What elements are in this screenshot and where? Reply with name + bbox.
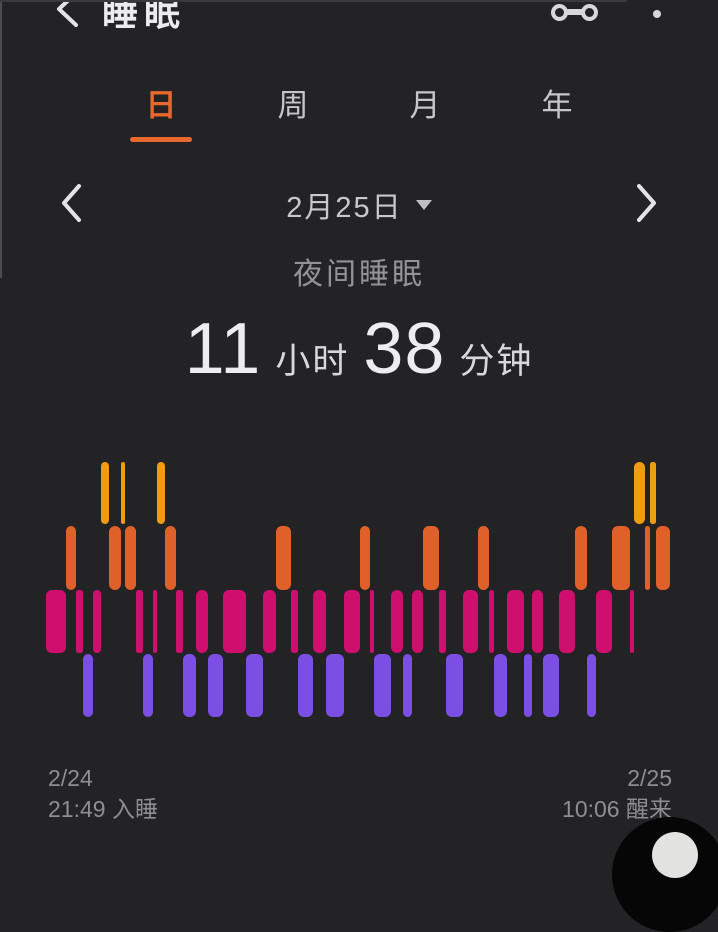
tab-month[interactable]: 月 <box>409 88 441 123</box>
sleep-segment-deep <box>403 654 412 717</box>
sleep-segment-light <box>313 590 326 653</box>
sleep-segment-deep <box>246 654 263 717</box>
sleep-segment-light <box>532 590 543 653</box>
sleep-segment-light <box>46 590 66 653</box>
sleep-segment-rem <box>360 526 370 590</box>
sleep-segment-deep <box>587 654 596 717</box>
tab-day[interactable]: 日 <box>130 84 192 142</box>
sleep-segment-deep <box>298 654 313 717</box>
next-day-chevron[interactable] <box>634 182 660 224</box>
sleep-segment-rem <box>656 526 670 590</box>
sleep-start-time: 21:49 入睡 <box>48 796 158 822</box>
sleep-segment-light <box>291 590 298 653</box>
duration-hours-unit: 小时 <box>275 342 350 381</box>
sleep-segment-deep <box>524 654 532 717</box>
sleep-segment-deep <box>208 654 223 717</box>
sleep-segment-deep <box>183 654 196 717</box>
wearable-device-icon[interactable] <box>551 1 598 25</box>
page-title: 睡眠 <box>102 0 187 33</box>
sleep-segment-light <box>463 590 478 653</box>
sleep-segment-deep <box>446 654 463 717</box>
sleep-segment-rem <box>612 526 630 590</box>
sleep-segment-light <box>596 590 612 653</box>
sleep-segment-light <box>136 590 143 653</box>
sleep-segment-light <box>196 590 208 653</box>
sleep-segment-light <box>153 590 157 653</box>
tab-year[interactable]: 年 <box>541 88 573 123</box>
tab-week[interactable]: 周 <box>277 88 309 123</box>
tab-active-underline <box>130 137 192 142</box>
sleep-segment-light <box>559 590 575 653</box>
sleep-segment-light <box>93 590 101 653</box>
sleep-segment-awake <box>121 462 125 524</box>
floating-helper-face <box>652 832 698 878</box>
sleep-type-label: 夜间睡眠 <box>293 258 425 291</box>
sleep-end-label: 2/25 10:06 醒来 <box>562 763 672 825</box>
sleep-segment-rem <box>478 526 489 590</box>
duration-minutes-unit: 分钟 <box>459 342 534 381</box>
device-band-bar <box>565 9 584 15</box>
sleep-segment-light <box>76 590 83 653</box>
overflow-menu-icon[interactable] <box>653 10 661 18</box>
sleep-segment-awake <box>101 462 109 524</box>
sleep-segment-rem <box>66 526 76 590</box>
sleep-start-date: 2/24 <box>48 765 93 791</box>
date-label: 2月25日 <box>286 192 403 224</box>
sleep-segment-deep <box>374 654 391 717</box>
date-selector[interactable]: 2月25日 <box>0 184 718 226</box>
duration-minutes: 38 <box>363 309 446 389</box>
sleep-segment-light <box>391 590 403 653</box>
sleep-segment-deep <box>143 654 153 717</box>
sleep-segment-deep <box>543 654 559 717</box>
sleep-segment-deep <box>494 654 507 717</box>
chart-x-axis <box>0 0 627 2</box>
sleep-start-label: 2/24 21:49 入睡 <box>48 763 158 825</box>
period-tabs: 日 周 月 年 <box>0 84 718 142</box>
previous-day-chevron[interactable] <box>58 182 84 224</box>
sleep-segment-light <box>489 590 494 653</box>
sleep-segment-light <box>344 590 360 653</box>
sleep-segment-light <box>630 590 634 653</box>
sleep-segment-awake <box>650 462 656 524</box>
sleep-segment-light <box>176 590 183 653</box>
sleep-segment-deep <box>83 654 93 717</box>
sleep-duration: 11 小时 38 分钟 <box>0 308 718 390</box>
sleep-segment-rem <box>645 526 650 590</box>
dropdown-triangle-icon <box>415 200 432 210</box>
sleep-segment-light <box>439 590 446 653</box>
sleep-segment-light <box>263 590 276 653</box>
device-ring-right <box>581 4 598 21</box>
sleep-segment-light <box>370 590 374 653</box>
sleep-end-date: 2/25 <box>627 765 672 791</box>
sleep-segment-rem <box>276 526 291 590</box>
sleep-end-time: 10:06 醒来 <box>562 796 672 822</box>
sleep-segment-rem <box>165 526 176 590</box>
sleep-segment-rem <box>423 526 439 590</box>
sleep-segment-light <box>507 590 524 653</box>
back-chevron-icon[interactable] <box>52 0 82 28</box>
sleep-segment-awake <box>157 462 165 524</box>
sleep-segment-awake <box>634 462 645 524</box>
sleep-segment-deep <box>326 654 344 717</box>
duration-hours: 11 <box>184 309 262 389</box>
sleep-segment-light <box>412 590 423 653</box>
sleep-segment-rem <box>125 526 136 590</box>
sleep-segment-rem <box>575 526 587 590</box>
sleep-segment-light <box>223 590 246 653</box>
sleep-segment-rem <box>109 526 121 590</box>
